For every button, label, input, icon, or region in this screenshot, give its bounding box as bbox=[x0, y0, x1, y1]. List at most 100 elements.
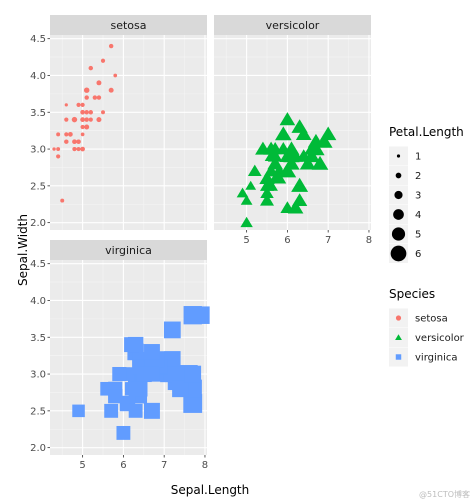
data-point-versicolor bbox=[267, 149, 283, 162]
data-point-versicolor bbox=[274, 126, 292, 141]
x-tick-label: 7 bbox=[161, 460, 167, 471]
x-tick-label: 5 bbox=[243, 235, 249, 246]
data-point-versicolor bbox=[245, 180, 257, 190]
data-point-virginica bbox=[164, 351, 181, 368]
species-legend-label: setosa bbox=[415, 314, 448, 325]
size-legend: Petal.Length 1 2 3 4 5 6 bbox=[389, 125, 464, 263]
size-legend-entries: 1 2 3 4 5 6 bbox=[389, 146, 421, 263]
y-tick-label: 3.5 bbox=[30, 108, 46, 119]
data-point-setosa bbox=[84, 110, 89, 115]
data-point-versicolor bbox=[267, 142, 283, 155]
data-point-virginica bbox=[72, 404, 85, 418]
size-legend-symbol bbox=[390, 245, 407, 262]
data-point-setosa bbox=[84, 117, 89, 122]
data-point-setosa bbox=[72, 146, 77, 152]
data-point-setosa bbox=[64, 103, 68, 107]
facet-panel-virginica: virginica bbox=[50, 240, 210, 455]
x-tick-label: 7 bbox=[325, 235, 331, 246]
species-legend-label: versicolor bbox=[415, 333, 465, 344]
size-legend-label: 2 bbox=[415, 171, 421, 182]
y-tick-label: 3.0 bbox=[30, 370, 46, 381]
data-point-virginica bbox=[143, 402, 160, 419]
species-legend-label: virginica bbox=[415, 353, 458, 364]
data-point-setosa bbox=[80, 109, 85, 115]
size-legend-symbol bbox=[395, 172, 402, 179]
data-point-setosa bbox=[96, 117, 102, 122]
data-point-versicolor bbox=[272, 171, 287, 184]
size-legend-title: Petal.Length bbox=[389, 125, 464, 139]
size-legend-label: 6 bbox=[415, 249, 421, 260]
data-point-setosa bbox=[80, 146, 85, 152]
data-point-setosa bbox=[52, 147, 56, 151]
data-point-setosa bbox=[64, 117, 69, 122]
data-point-setosa bbox=[60, 198, 65, 203]
data-point-virginica bbox=[116, 425, 131, 440]
panels-layer: setosa versicolor virginica bbox=[50, 15, 371, 455]
data-point-virginica bbox=[192, 306, 210, 324]
species-legend-entries: setosa versicolor virginica bbox=[389, 308, 465, 367]
data-point-setosa bbox=[68, 131, 73, 137]
data-point-virginica bbox=[128, 403, 143, 418]
x-tick-label: 8 bbox=[202, 460, 208, 471]
data-point-setosa bbox=[101, 110, 105, 115]
facet-strip-label-setosa: setosa bbox=[110, 19, 146, 32]
y-tick-label: 2.0 bbox=[30, 218, 46, 229]
data-point-virginica bbox=[108, 389, 123, 404]
y-tick-label: 3.5 bbox=[30, 333, 46, 344]
y-tick-label: 4.5 bbox=[30, 34, 46, 45]
data-point-virginica bbox=[184, 365, 202, 383]
facet-strip-label-virginica: virginica bbox=[105, 244, 152, 257]
data-point-versicolor bbox=[291, 193, 308, 207]
data-point-setosa bbox=[92, 95, 98, 100]
data-point-versicolor bbox=[278, 162, 297, 178]
data-point-versicolor bbox=[299, 156, 316, 170]
data-point-setosa bbox=[96, 80, 101, 85]
data-point-setosa bbox=[88, 117, 93, 122]
data-point-setosa bbox=[64, 132, 69, 137]
data-point-versicolor bbox=[240, 194, 253, 205]
x-tick-label: 6 bbox=[120, 460, 126, 471]
y-tick-label: 2.5 bbox=[30, 181, 46, 192]
data-point-virginica bbox=[144, 344, 160, 360]
y-tick-label: 3.0 bbox=[30, 145, 46, 156]
data-point-virginica bbox=[183, 394, 203, 413]
data-point-versicolor bbox=[295, 126, 312, 140]
x-tick-label: 8 bbox=[366, 235, 372, 246]
data-point-setosa bbox=[80, 102, 85, 108]
data-point-virginica bbox=[128, 381, 143, 396]
data-point-virginica bbox=[104, 403, 119, 418]
x-tick-label: 6 bbox=[284, 235, 290, 246]
species-legend: Species setosa versicolor virginica bbox=[389, 287, 465, 367]
data-point-setosa bbox=[88, 65, 94, 71]
species-legend-symbol bbox=[395, 354, 402, 360]
size-legend-symbol bbox=[393, 209, 404, 220]
data-point-versicolor bbox=[307, 140, 325, 156]
data-point-setosa bbox=[113, 73, 118, 78]
data-point-setosa bbox=[80, 124, 85, 130]
data-point-versicolor bbox=[288, 149, 304, 162]
facet-panel-setosa: setosa bbox=[50, 15, 207, 230]
data-point-versicolor bbox=[240, 216, 253, 228]
data-point-setosa bbox=[88, 110, 94, 115]
x-tick-labels: 5 6 7 8 5 6 7 8 bbox=[79, 230, 372, 471]
data-point-virginica bbox=[112, 366, 127, 382]
facet-strip-label-versicolor: versicolor bbox=[266, 19, 320, 32]
species-legend-symbol bbox=[395, 315, 402, 321]
facet-panel-versicolor: versicolor bbox=[214, 15, 371, 230]
y-tick-label: 4.0 bbox=[30, 71, 46, 82]
size-legend-label: 4 bbox=[415, 210, 421, 221]
watermark: @51CTO博客 bbox=[419, 489, 470, 499]
data-point-setosa bbox=[84, 124, 90, 130]
data-point-versicolor bbox=[236, 187, 249, 198]
y-tick-label: 2.5 bbox=[30, 406, 46, 417]
data-point-virginica bbox=[172, 380, 189, 398]
data-point-versicolor bbox=[267, 156, 283, 169]
data-point-setosa bbox=[71, 116, 78, 123]
data-point-versicolor bbox=[291, 177, 309, 192]
data-point-setosa bbox=[108, 87, 114, 93]
x-axis-title: Sepal.Length bbox=[171, 483, 250, 497]
data-point-setosa bbox=[56, 132, 61, 137]
data-point-virginica bbox=[164, 366, 181, 383]
data-point-setosa bbox=[96, 95, 102, 100]
